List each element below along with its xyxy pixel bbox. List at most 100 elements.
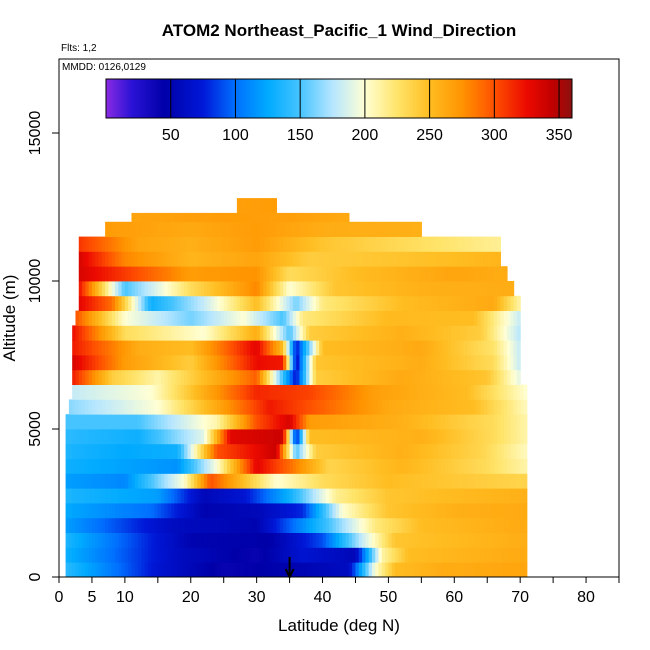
altitude-layer	[131, 212, 350, 223]
heatmap-cell	[401, 236, 406, 252]
heatmap-cell	[404, 562, 409, 578]
heatmap-cell	[131, 458, 136, 474]
heatmap-cell	[411, 281, 416, 297]
heatmap-cell	[236, 236, 241, 252]
heatmap-cell	[124, 251, 129, 267]
heatmap-cell	[523, 443, 528, 459]
heatmap-cell	[395, 251, 399, 267]
heatmap-cell	[121, 443, 126, 459]
heatmap-cell	[134, 340, 139, 356]
heatmap-cell	[250, 340, 254, 356]
heatmap-cell	[134, 212, 139, 223]
heatmap-cell	[128, 251, 133, 267]
heatmap-cell	[283, 221, 287, 237]
heatmap-cell	[460, 473, 465, 489]
heatmap-cell	[391, 562, 396, 578]
heatmap-cell	[273, 340, 278, 356]
heatmap-cell	[88, 295, 93, 311]
heatmap-cell	[98, 281, 103, 297]
heatmap-cell	[510, 295, 515, 311]
heatmap-cell	[124, 384, 129, 400]
heatmap-cell	[118, 236, 123, 252]
heatmap-cell	[510, 414, 515, 430]
heatmap-cell	[418, 443, 422, 459]
heatmap-cell	[306, 236, 310, 252]
heatmap-cell	[187, 340, 192, 356]
heatmap-cell	[233, 532, 238, 548]
heatmap-cell	[203, 355, 208, 371]
heatmap-cell	[98, 547, 103, 563]
heatmap-cell	[358, 488, 363, 504]
heatmap-cell	[365, 503, 370, 519]
heatmap-cell	[342, 266, 347, 282]
heatmap-cell	[190, 429, 195, 445]
heatmap-cell	[187, 503, 192, 519]
heatmap-cell	[240, 473, 245, 489]
heatmap-cell	[355, 295, 360, 311]
heatmap-cell	[207, 355, 212, 371]
heatmap-cell	[279, 517, 284, 533]
heatmap-cell	[233, 562, 238, 578]
heatmap-cell	[91, 547, 96, 563]
heatmap-cell	[523, 399, 528, 415]
heatmap-cell	[253, 281, 258, 297]
heatmap-cell	[493, 251, 498, 267]
heatmap-cell	[421, 503, 426, 519]
heatmap-cell	[299, 488, 304, 504]
heatmap-cell	[213, 414, 218, 430]
heatmap-cell	[378, 340, 383, 356]
heatmap-cell	[161, 399, 166, 415]
heatmap-cell	[368, 266, 373, 282]
heatmap-cell	[483, 399, 488, 415]
heatmap-cell	[230, 266, 235, 282]
heatmap-cell	[378, 325, 383, 341]
heatmap-cell	[111, 562, 116, 578]
heatmap-cell	[309, 251, 314, 267]
heatmap-cell	[246, 384, 251, 400]
heatmap-cell	[161, 369, 166, 385]
heatmap-cell	[180, 473, 185, 489]
heatmap-cell	[118, 251, 123, 267]
heatmap-cell	[362, 547, 366, 563]
heatmap-cell	[184, 355, 189, 371]
heatmap-cell	[513, 384, 518, 400]
heatmap-cell	[444, 488, 449, 504]
heatmap-cell	[259, 562, 264, 578]
heatmap-cell	[194, 281, 198, 297]
heatmap-cell	[95, 310, 100, 326]
heatmap-cell	[157, 384, 162, 400]
heatmap-cell	[302, 517, 307, 533]
heatmap-cell	[348, 251, 353, 267]
heatmap-cell	[289, 295, 294, 311]
heatmap-cell	[276, 266, 281, 282]
heatmap-cell	[213, 547, 218, 563]
heatmap-cell	[306, 503, 310, 519]
heatmap-cell	[385, 414, 390, 430]
heatmap-cell	[213, 443, 218, 459]
heatmap-cell	[273, 429, 278, 445]
heatmap-cell	[276, 517, 281, 533]
heatmap-cell	[253, 384, 258, 400]
heatmap-cell	[213, 384, 218, 400]
heatmap-cell	[335, 562, 340, 578]
heatmap-cell	[250, 221, 254, 237]
heatmap-cell	[105, 221, 110, 237]
heatmap-cell	[368, 281, 373, 297]
heatmap-cell	[273, 221, 278, 237]
heatmap-cell	[342, 310, 347, 326]
heatmap-cell	[378, 503, 383, 519]
heatmap-cell	[335, 429, 340, 445]
heatmap-cell	[167, 503, 172, 519]
heatmap-cell	[342, 295, 347, 311]
heatmap-cell	[167, 281, 172, 297]
heatmap-cell	[210, 340, 215, 356]
heatmap-cell	[217, 340, 222, 356]
heatmap-cell	[220, 212, 225, 223]
heatmap-cell	[259, 443, 264, 459]
heatmap-cell	[256, 503, 261, 519]
heatmap-cell	[144, 266, 149, 282]
heatmap-cell	[82, 503, 86, 519]
heatmap-cell	[441, 325, 446, 341]
heatmap-cell	[434, 547, 439, 563]
heatmap-cell	[154, 310, 159, 326]
